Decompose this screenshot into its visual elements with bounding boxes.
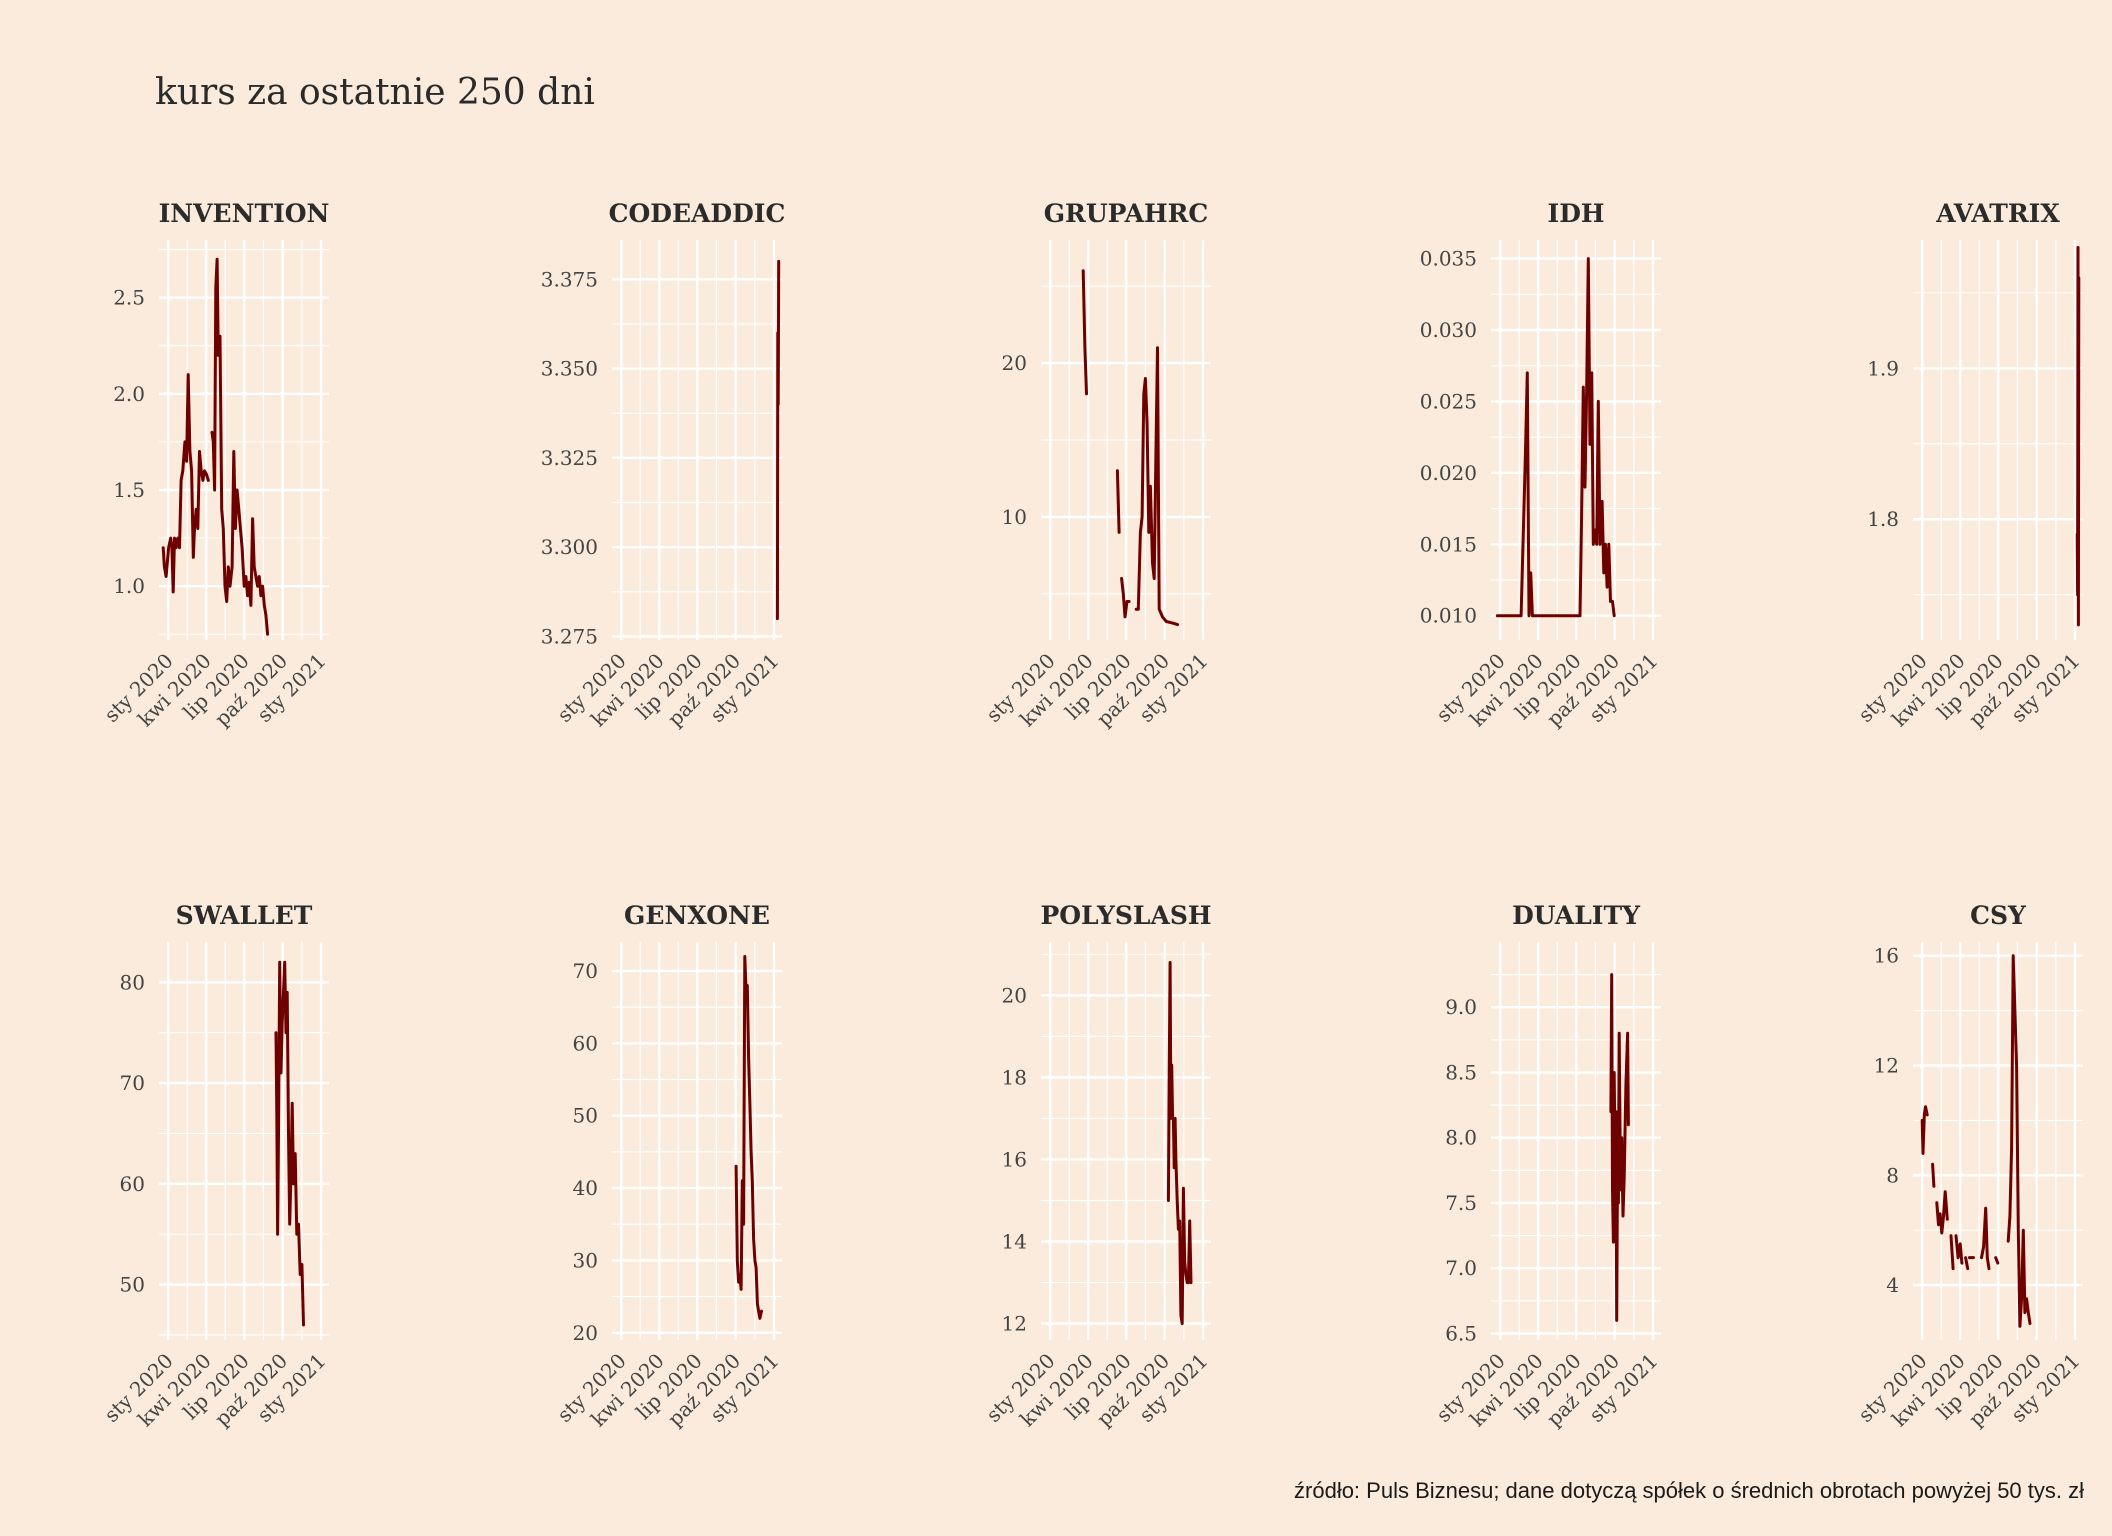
y-tick-label: 3.375 [541, 267, 598, 291]
y-tick-label: 9.0 [1445, 995, 1477, 1019]
y-tick-label: 0.025 [1420, 389, 1477, 413]
panel-title: POLYSLASH [1040, 901, 1211, 930]
y-tick-label: 1.8 [1867, 507, 1899, 531]
y-tick-label: 0.035 [1420, 247, 1477, 271]
y-tick-label: 12 [1002, 1312, 1027, 1336]
y-tick-label: 20 [1002, 351, 1027, 375]
series-line [2006, 954, 2032, 1328]
y-tick-label: 1.9 [1867, 356, 1899, 380]
y-tick-label: 0.010 [1420, 604, 1477, 628]
panel-title: DUALITY [1512, 901, 1641, 930]
chart-title: kurs za ostatnie 250 dni [155, 72, 595, 113]
y-tick-label: 6.5 [1445, 1321, 1477, 1345]
series-line [1931, 1162, 1936, 1188]
series-line [161, 373, 210, 594]
panel-title: INVENTION [159, 199, 330, 228]
y-tick-label: 3.350 [541, 357, 598, 381]
y-tick-label: 18 [1002, 1065, 1027, 1089]
series-line [1166, 961, 1193, 1326]
y-tick-label: 10 [1002, 505, 1027, 529]
series-line [2075, 246, 2081, 627]
series-line [1495, 257, 1616, 618]
y-tick-label: 12 [1874, 1054, 1899, 1078]
panel-title: AVATRIX [1935, 199, 2060, 228]
y-tick-label: 1.5 [113, 478, 145, 502]
y-tick-label: 14 [1002, 1230, 1027, 1254]
y-tick-label: 0.020 [1420, 461, 1477, 485]
y-tick-label: 2.0 [113, 382, 145, 406]
y-tick-label: 80 [120, 970, 145, 994]
y-tick-label: 1.0 [113, 574, 145, 598]
series-line [1609, 973, 1630, 1322]
panel-title: SWALLET [176, 901, 313, 930]
y-tick-label: 0.015 [1420, 532, 1477, 556]
y-tick-label: 8 [1886, 1163, 1899, 1187]
y-tick-label: 8.0 [1445, 1126, 1477, 1150]
y-tick-label: 50 [573, 1104, 598, 1128]
panel-title: CODEADDIC [609, 199, 786, 228]
y-tick-label: 8.5 [1445, 1060, 1477, 1084]
series-line [775, 259, 781, 621]
panel-title: IDH [1548, 199, 1605, 228]
y-tick-label: 7.5 [1445, 1191, 1477, 1215]
y-tick-label: 30 [573, 1248, 598, 1272]
y-tick-label: 16 [1874, 944, 1899, 968]
y-tick-label: 2.5 [113, 286, 145, 310]
y-tick-label: 7.0 [1445, 1256, 1477, 1280]
y-tick-label: 16 [1002, 1147, 1027, 1171]
series-line [1115, 469, 1121, 534]
series-line [210, 257, 270, 636]
y-tick-label: 50 [120, 1273, 145, 1297]
y-tick-label: 20 [1002, 983, 1027, 1007]
panel-title: CSY [1970, 901, 2027, 930]
y-tick-label: 4 [1886, 1273, 1899, 1297]
series-line [734, 955, 763, 1320]
y-tick-label: 3.300 [541, 535, 598, 559]
panel-title: GRUPAHRC [1044, 199, 1209, 228]
series-line [1935, 1190, 1949, 1235]
series-line [1081, 269, 1088, 396]
series-line [1964, 1256, 1970, 1271]
panel-title: GENXONE [624, 901, 770, 930]
y-tick-label: 70 [120, 1071, 145, 1095]
series-line [1949, 1234, 1955, 1271]
y-tick-label: 3.275 [541, 624, 598, 648]
y-tick-label: 40 [573, 1176, 598, 1200]
y-tick-label: 70 [573, 959, 598, 983]
series-line [1980, 1206, 1991, 1271]
y-tick-label: 3.325 [541, 446, 598, 470]
series-line [1994, 1256, 2000, 1265]
series-line [1954, 1234, 1964, 1265]
y-tick-label: 60 [573, 1031, 598, 1055]
y-tick-label: 0.030 [1420, 318, 1477, 342]
series-line [1120, 577, 1131, 619]
series-line [274, 960, 305, 1327]
series-line [1920, 1105, 1929, 1155]
source-caption: źródło: Puls Biznesu; dane dotyczą spółe… [1294, 1478, 2084, 1503]
y-tick-label: 60 [120, 1172, 145, 1196]
y-tick-label: 20 [573, 1321, 598, 1345]
series-line [1134, 346, 1180, 627]
